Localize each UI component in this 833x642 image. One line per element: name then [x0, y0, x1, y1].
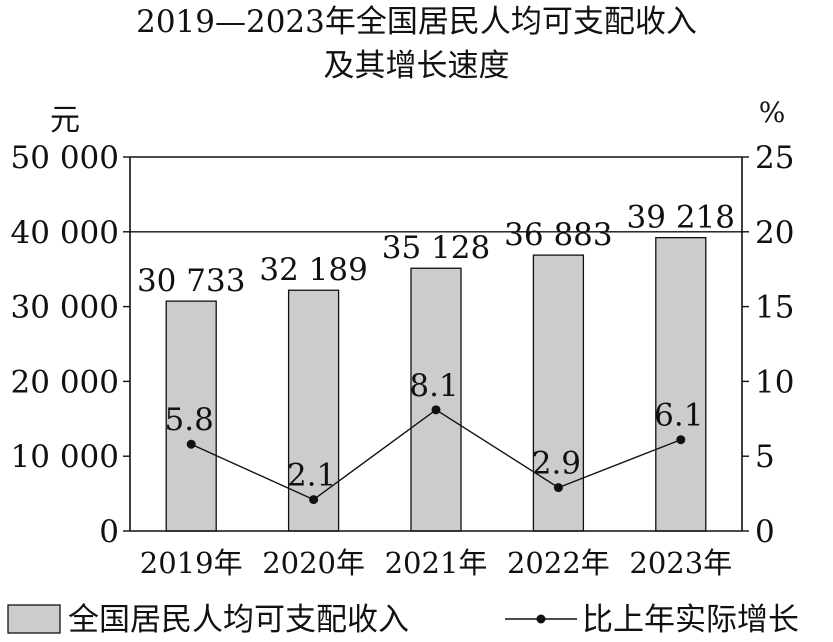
bar-3 [410, 267, 462, 532]
growth-value-label: 8.1 [409, 368, 458, 404]
bar-1 [165, 300, 217, 532]
bar-value-label: 39 218 [627, 200, 735, 236]
x-tick-label: 2020年 [262, 546, 365, 580]
left-tick-label: 30 000 [11, 290, 119, 326]
line-series [186, 405, 686, 505]
right-tick-label: 15 [755, 290, 794, 326]
growth-point-5 [676, 435, 686, 445]
right-tick-label: 20 [755, 215, 794, 251]
growth-value-label: 2.9 [532, 446, 581, 482]
legend-line-marker [536, 614, 546, 624]
left-tick-label: 50 000 [11, 140, 119, 176]
right-tick-label: 0 [755, 514, 775, 550]
growth-value-label: 2.1 [287, 458, 336, 494]
left-tick-label: 10 000 [11, 439, 119, 475]
axis-ticks [123, 156, 749, 532]
legend: 全国居民人均可支配收入 比上年实际增长 [7, 602, 799, 638]
growth-value-label: 6.1 [654, 398, 703, 434]
right-tick-label: 25 [755, 140, 794, 176]
right-tick-label: 10 [755, 364, 794, 400]
growth-value-label: 5.8 [165, 402, 214, 438]
bar-value-label: 36 883 [504, 217, 612, 253]
right-tick-label: 5 [755, 439, 775, 475]
left-tick-label: 0 [99, 514, 119, 550]
plot-frame [129, 157, 743, 532]
data-labels: 30 733 32 189 35 128 36 883 39 218 5.8 2.1 8.1 2… [137, 200, 735, 494]
x-tick-label: 2019年 [140, 546, 243, 580]
x-tick-label: 2022年 [507, 546, 610, 580]
growth-point-2 [309, 495, 319, 505]
x-tick-label: 2021年 [385, 546, 488, 580]
growth-point-1 [186, 439, 196, 449]
bar-5 [655, 236, 707, 532]
left-tick-label: 40 000 [11, 215, 119, 251]
growth-point-3 [431, 405, 441, 415]
chart-title-line2: 及其增长速度 [323, 48, 510, 84]
legend-bar-swatch [7, 604, 61, 634]
right-axis-unit: % [759, 96, 786, 129]
grid-lines [130, 156, 742, 233]
left-axis-unit: 元 [50, 103, 80, 138]
bar-value-label: 35 128 [382, 230, 490, 266]
growth-point-4 [553, 483, 563, 493]
legend-bar-label: 全国居民人均可支配收入 [68, 602, 409, 638]
chart-title-line1: 2019—2023年全国居民人均可支配收入 [136, 4, 697, 40]
left-tick-label: 20 000 [11, 364, 119, 400]
bar-value-label: 32 189 [259, 252, 367, 288]
bar-2 [287, 289, 340, 532]
x-tick-label: 2023年 [629, 546, 732, 580]
legend-line-label: 比上年实际增长 [582, 602, 799, 638]
bar-value-label: 30 733 [137, 263, 245, 299]
